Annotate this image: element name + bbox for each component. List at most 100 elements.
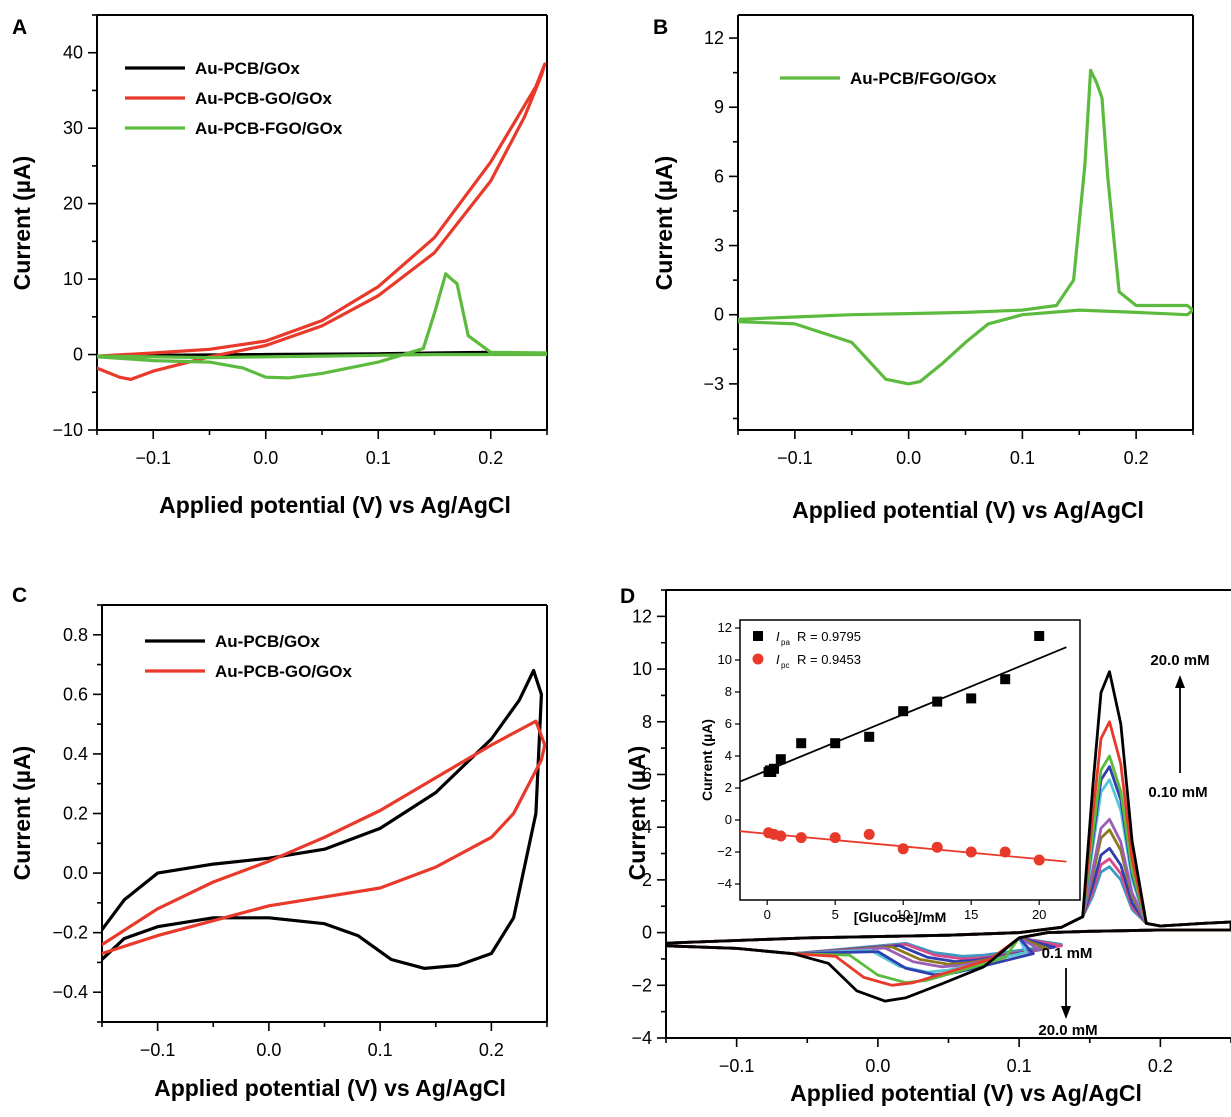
x-tick-label: 0.0 bbox=[865, 1056, 890, 1076]
series-line bbox=[97, 272, 547, 380]
legend-label: Au-PCB-GO/GOx bbox=[195, 89, 332, 108]
plot-area bbox=[102, 668, 547, 971]
inset-marker bbox=[897, 843, 909, 855]
y-tick-label: 30 bbox=[63, 118, 83, 138]
inset-y-tick-label: 2 bbox=[725, 780, 732, 795]
annotation-cathodic-high: 20.0 mM bbox=[1038, 1022, 1097, 1039]
y-tick-label: 20 bbox=[63, 194, 83, 214]
x-tick-label: 0.1 bbox=[1007, 1056, 1032, 1076]
inset-marker bbox=[795, 832, 807, 844]
x-tick-label: −0.1 bbox=[777, 448, 813, 468]
panel-letter: C bbox=[12, 584, 27, 607]
inset-marker bbox=[999, 846, 1011, 858]
inset-marker bbox=[829, 832, 841, 844]
legend-label: Au-PCB-GO/GOx bbox=[215, 662, 352, 681]
inset-legend-subscript: pa bbox=[781, 638, 790, 647]
panel-letter: D bbox=[620, 585, 635, 608]
annotation-top: 20.0 mM bbox=[1150, 652, 1209, 669]
inset-marker bbox=[830, 738, 841, 749]
legend-label: Au-PCB-FGO/GOx bbox=[195, 119, 343, 138]
y-tick-label: 12 bbox=[704, 28, 724, 48]
inset-marker bbox=[775, 754, 786, 765]
x-axis-title: Applied potential (V) vs Ag/AgCl bbox=[792, 497, 1144, 523]
annotation-low: 0.10 mM bbox=[1148, 784, 1207, 801]
plot-area bbox=[97, 62, 547, 381]
y-tick-label: 4 bbox=[642, 817, 652, 837]
panel-d: −0.1 0.0 0.1 0.2 −4 −2 0 2 4 6 8 10 12 Applied potent… bbox=[620, 585, 1231, 1106]
inset-marker bbox=[1000, 674, 1011, 685]
inset-legend-symbol: I bbox=[776, 652, 780, 667]
inset-legend-subscript: pc bbox=[781, 661, 789, 670]
y-tick-label: 0 bbox=[642, 923, 652, 943]
inset-legend-label: R = 0.9453 bbox=[797, 652, 861, 667]
inset-marker bbox=[864, 731, 875, 742]
inset-legend-label: R = 0.9795 bbox=[797, 629, 861, 644]
inset-y-tick-label: 10 bbox=[718, 652, 732, 667]
legend-label: Au-PCB/FGO/GOx bbox=[850, 69, 997, 88]
y-tick-label: −10 bbox=[52, 420, 83, 440]
inset-x-tick-label: 5 bbox=[832, 907, 839, 922]
series-line bbox=[738, 68, 1193, 386]
panel-letter: B bbox=[653, 16, 668, 39]
inset-x-tick-label: 10 bbox=[896, 907, 910, 922]
inset-marker bbox=[769, 763, 779, 774]
x-tick-label: 0.2 bbox=[479, 1040, 504, 1060]
y-tick-label: −4 bbox=[631, 1028, 652, 1048]
x-tick-label: 0.1 bbox=[368, 1040, 393, 1060]
inset-y-tick-label: 12 bbox=[718, 620, 732, 635]
y-tick-label: 12 bbox=[632, 606, 652, 626]
inset-marker bbox=[965, 846, 977, 858]
inset-marker bbox=[796, 738, 807, 749]
inset-marker bbox=[863, 828, 875, 840]
inset-marker bbox=[931, 841, 943, 853]
series-line bbox=[102, 719, 547, 956]
inset-x-tick-label: 15 bbox=[964, 907, 978, 922]
y-tick-label: 0.4 bbox=[63, 744, 88, 764]
panel-letter: A bbox=[12, 16, 27, 39]
y-tick-label: 6 bbox=[642, 764, 652, 784]
y-tick-label: 0.0 bbox=[63, 863, 88, 883]
panel-a: −0.1 0.0 0.1 0.2 −10 0 10 20 30 40 Applied potenti… bbox=[9, 14, 548, 518]
inset-legend-marker bbox=[752, 653, 764, 665]
arrow-down-head bbox=[1061, 1006, 1071, 1019]
series-line bbox=[97, 62, 547, 381]
inset-marker bbox=[1034, 631, 1045, 641]
x-axis-title: Applied potential (V) vs Ag/AgCl bbox=[790, 1080, 1142, 1106]
x-tick-label: −0.1 bbox=[135, 448, 171, 468]
series-line bbox=[102, 668, 544, 971]
series-line bbox=[666, 670, 1231, 1003]
x-tick-label: 0.2 bbox=[1124, 448, 1149, 468]
inset-marker bbox=[1033, 854, 1045, 866]
y-axis-title: Current (µA) bbox=[624, 746, 650, 881]
y-axis-title: Current (µA) bbox=[9, 746, 35, 881]
y-tick-label: −2 bbox=[631, 975, 652, 995]
inset-x-title: [Glucose]/mM bbox=[854, 909, 947, 925]
inset-y-tick-label: 0 bbox=[725, 812, 732, 827]
y-tick-label: 10 bbox=[632, 659, 652, 679]
panel-c: −0.1 0.0 0.1 0.2 −0.4 −0.2 0.0 0.2 0.4 0.6 0.8 Appl… bbox=[9, 584, 548, 1101]
inset-marker bbox=[932, 696, 943, 707]
y-tick-label: 0.2 bbox=[63, 804, 88, 824]
y-tick-label: 0.8 bbox=[63, 625, 88, 645]
annotation-cathodic-low: 0.1 mM bbox=[1042, 945, 1093, 962]
inset-frame bbox=[739, 619, 1081, 901]
y-tick-label: 9 bbox=[714, 97, 724, 117]
y-axis-title: Current (µA) bbox=[9, 156, 35, 291]
x-tick-label: 0.0 bbox=[256, 1040, 281, 1060]
inset-legend-marker bbox=[753, 631, 763, 641]
y-tick-label: −0.4 bbox=[52, 982, 88, 1002]
y-tick-label: 40 bbox=[63, 43, 83, 63]
inset: 0 5 10 15 20 −4 −2 0 2 4 6 8 10 12 [Glucose]/mM Current… bbox=[699, 619, 1081, 925]
y-tick-label: 0 bbox=[73, 345, 83, 365]
legend-label: Au-PCB/GOx bbox=[215, 632, 320, 651]
inset-marker bbox=[898, 706, 909, 717]
inset-x-tick-label: 20 bbox=[1032, 907, 1046, 922]
panel-b: −0.1 0.0 0.1 0.2 −3 0 3 6 9 12 Applied potential (… bbox=[651, 14, 1194, 523]
x-tick-label: 0.2 bbox=[1148, 1056, 1173, 1076]
inset-y-title: Current (µA) bbox=[699, 719, 715, 801]
x-axis-title: Applied potential (V) vs Ag/AgCl bbox=[159, 492, 511, 518]
plot-area bbox=[738, 68, 1193, 386]
x-tick-label: −0.1 bbox=[140, 1040, 176, 1060]
y-tick-label: 3 bbox=[714, 236, 724, 256]
